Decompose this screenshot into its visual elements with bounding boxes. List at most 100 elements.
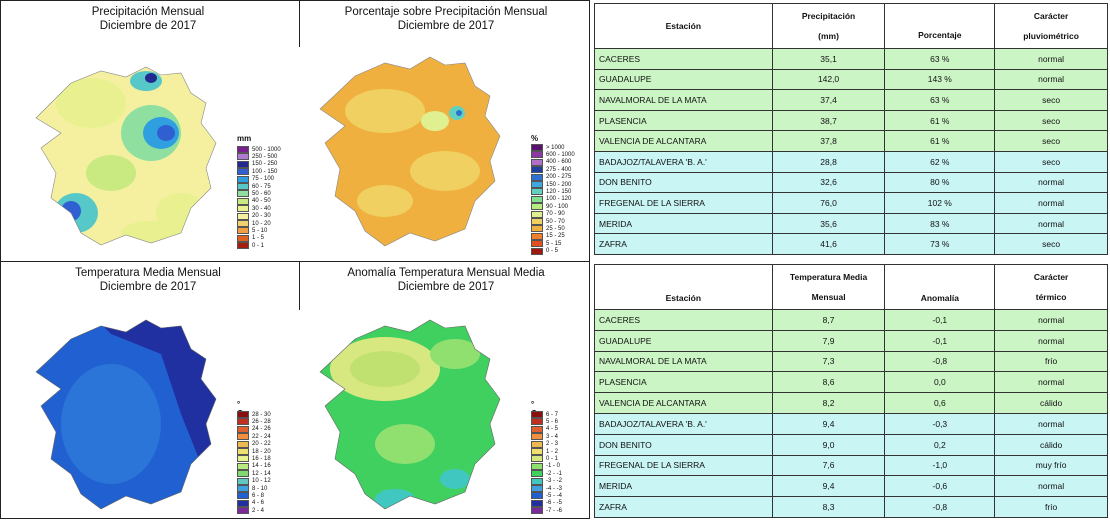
legend-label: 75 - 100 bbox=[252, 176, 275, 183]
legend-label: 28 - 30 bbox=[252, 411, 271, 418]
table-row: DON BENITO 32,6 80 % normal bbox=[594, 171, 1108, 194]
legend-label: 2 - 4 bbox=[252, 507, 265, 514]
station-cell: NAVALMORAL DE LA MATA bbox=[594, 89, 773, 111]
col-header-precip: Precipitación (mm) bbox=[771, 3, 886, 49]
legend-label: 10 - 20 bbox=[252, 220, 271, 227]
temperature-table: Estación Temperatura Media Mensual Anomal… bbox=[594, 264, 1108, 518]
mid-cell: -0,6 bbox=[884, 475, 996, 498]
legend-label: 60 - 75 bbox=[252, 183, 271, 190]
legend-item: -4 - -3 bbox=[531, 485, 562, 492]
legend-label: 70 - 90 bbox=[546, 211, 565, 218]
character-cell: muy frío bbox=[994, 454, 1108, 477]
legend-item: 5 - 6 bbox=[531, 418, 559, 426]
character-cell: seco bbox=[994, 150, 1108, 173]
station-cell: MERIDA bbox=[594, 475, 773, 498]
legend-item: 100 - 120 bbox=[531, 195, 572, 203]
character-cell: normal bbox=[994, 212, 1108, 235]
legend-item: 60 - 75 bbox=[237, 183, 271, 190]
legend-label: 22 - 24 bbox=[252, 433, 271, 440]
table-row: MERIDA 9,4 -0,6 normal bbox=[594, 475, 1108, 498]
legend-item: 5 - 15 bbox=[531, 240, 561, 248]
legend-item: 200 - 275 bbox=[531, 173, 571, 181]
legend-swatch bbox=[237, 242, 249, 250]
legend-label: 150 - 200 bbox=[546, 181, 572, 188]
legend-label: 10 - 12 bbox=[252, 478, 271, 485]
legend-swatch bbox=[237, 153, 249, 161]
value-cell: 32,6 bbox=[771, 171, 886, 194]
character-cell: frío bbox=[994, 496, 1108, 518]
table-row: MERIDA 35,6 83 % normal bbox=[594, 212, 1108, 235]
mid-cell: 73 % bbox=[884, 233, 996, 255]
legend-swatch bbox=[237, 146, 249, 153]
legend-item: 28 - 30 bbox=[237, 411, 271, 418]
legend-item: 70 - 90 bbox=[531, 210, 565, 218]
map-title: Porcentaje sobre Precipitación Mensual Di… bbox=[344, 6, 548, 32]
value-cell: 37,8 bbox=[771, 130, 886, 152]
legend-swatch bbox=[531, 418, 543, 426]
legend-item: 250 - 500 bbox=[237, 153, 277, 161]
legend-swatch bbox=[531, 218, 543, 225]
legend-swatch bbox=[237, 175, 249, 183]
col-header-anom: Anomalía bbox=[884, 264, 996, 310]
legend-label: 4 - 6 bbox=[252, 500, 265, 507]
value-cell: 7,9 bbox=[771, 329, 886, 352]
station-cell: GUADALUPE bbox=[594, 68, 773, 91]
legend-item: 10 - 12 bbox=[237, 477, 271, 485]
table-row: PLASENCIA 38,7 61 % seco bbox=[594, 109, 1108, 132]
table-row: CACERES 35,1 63 % normal bbox=[594, 48, 1108, 70]
legend-label: 100 - 120 bbox=[546, 196, 572, 203]
legend-label: 5 - 10 bbox=[252, 227, 268, 234]
legend-swatch bbox=[531, 232, 543, 240]
table-row: ZAFRA 41,6 73 % seco bbox=[594, 233, 1108, 255]
precip-map-panel: Precipitación Mensual Diciembre de 2017 bbox=[1, 1, 295, 259]
legend-label: 6 - 8 bbox=[252, 492, 265, 499]
col-header-char: Carácter térmico bbox=[994, 264, 1108, 310]
character-cell: seco bbox=[994, 89, 1108, 111]
legend-item: > 1000 bbox=[531, 144, 565, 151]
legend-label: -4 - -3 bbox=[546, 485, 563, 492]
legend-item: 600 - 1000 bbox=[531, 151, 575, 159]
legend-swatch bbox=[237, 485, 249, 492]
station-cell: NAVALMORAL DE LA MATA bbox=[594, 350, 773, 373]
legend-item: 75 - 100 bbox=[237, 175, 275, 183]
legend-label: 20 - 22 bbox=[252, 441, 271, 448]
legend-item: 4 - 6 bbox=[237, 499, 265, 507]
table-row: BADAJOZ/TALAVERA 'B. A.' 28,8 62 % seco bbox=[594, 150, 1108, 173]
legend-swatch bbox=[531, 173, 543, 181]
col-header-station: Estación bbox=[594, 264, 773, 310]
legend-swatch bbox=[531, 411, 543, 418]
mid-cell: 0,6 bbox=[884, 392, 996, 414]
legend-label: 30 - 40 bbox=[252, 205, 271, 212]
mid-cell: -0,8 bbox=[884, 350, 996, 373]
legend-label: 12 - 14 bbox=[252, 470, 271, 477]
legend-swatch bbox=[531, 144, 543, 151]
character-cell: frío bbox=[994, 350, 1108, 373]
legend-swatch bbox=[531, 440, 543, 448]
legend-label: 500 - 1000 bbox=[252, 146, 281, 153]
station-cell: ZAFRA bbox=[594, 233, 773, 255]
map-title: Anomalía Temperatura Mensual Media Diciem… bbox=[347, 267, 545, 293]
character-cell: normal bbox=[994, 192, 1108, 214]
legend-swatch bbox=[531, 210, 543, 218]
station-cell: BADAJOZ/TALAVERA 'B. A.' bbox=[594, 412, 773, 435]
legend-label: -1 - 0 bbox=[546, 463, 561, 470]
maps-panel: Precipitación Mensual Diciembre de 2017 bbox=[0, 0, 590, 519]
legend-label: 5 - 6 bbox=[546, 418, 559, 425]
legend-item: 40 - 50 bbox=[237, 197, 271, 205]
station-cell: PLASENCIA bbox=[594, 371, 773, 394]
legend-swatch bbox=[531, 507, 543, 515]
legend-swatch bbox=[531, 492, 543, 500]
mid-cell: 102 % bbox=[884, 192, 996, 214]
panel-divider bbox=[1, 261, 589, 262]
precip-map bbox=[35, 66, 217, 246]
legend-swatch bbox=[531, 477, 543, 485]
legend-label: 6 - 7 bbox=[546, 411, 559, 418]
mid-cell: 0,0 bbox=[884, 371, 996, 394]
legend-label: 14 - 16 bbox=[252, 463, 271, 470]
legend-swatch bbox=[237, 212, 249, 220]
legend-item: 6 - 7 bbox=[531, 411, 558, 418]
legend-swatch bbox=[531, 151, 543, 159]
table-row: PLASENCIA 8,6 0,0 normal bbox=[594, 371, 1108, 394]
legend-label: -2 - -1 bbox=[546, 470, 563, 477]
value-cell: 8,7 bbox=[771, 309, 886, 331]
